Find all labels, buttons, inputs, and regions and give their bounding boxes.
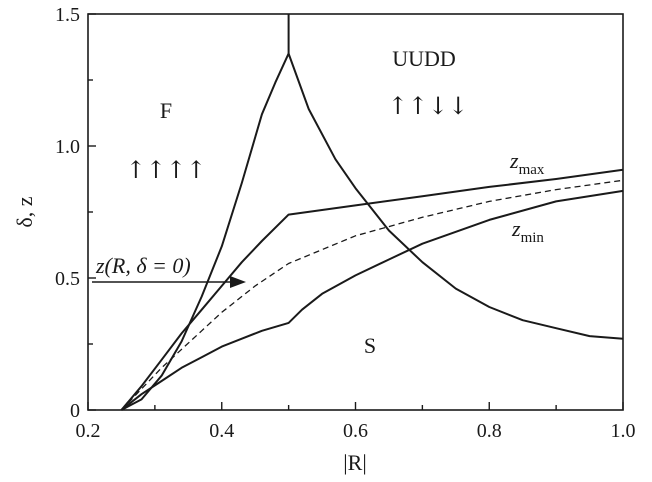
- region-f-label: F: [160, 98, 172, 123]
- zmax-main: z: [509, 148, 519, 173]
- x-tick-label: 1.0: [611, 420, 636, 442]
- curve-z-max: [120, 168, 624, 411]
- zmin-sub: min: [521, 230, 545, 246]
- zmin-main: z: [511, 216, 521, 241]
- y-axis-label: δ, z: [12, 196, 37, 227]
- zmax-label: zmax: [509, 148, 545, 178]
- zmax-sub: max: [519, 162, 545, 178]
- region-uudd-spin-arrows: ↑↑↓↓: [388, 92, 468, 120]
- x-tick-label: 0.8: [477, 420, 502, 442]
- zmin-label: zmin: [511, 216, 544, 246]
- annotation-arrow-head: [230, 276, 246, 288]
- curve-z-r-0: [120, 179, 624, 411]
- region-uudd-label: UUDD: [392, 46, 456, 71]
- x-tick-label: 0.2: [76, 420, 101, 442]
- region-s-label: S: [364, 333, 376, 358]
- y-tick-label: 1.0: [55, 136, 80, 158]
- y-tick-label: 0: [70, 400, 80, 422]
- annotation-z-delta-zero: z(R, δ = 0): [95, 253, 191, 278]
- x-tick-label: 0.6: [343, 420, 368, 442]
- y-tick-label: 0.5: [55, 268, 80, 290]
- x-axis-label: |R|: [343, 450, 366, 475]
- x-tick-label: 0.4: [209, 420, 234, 442]
- curve-z-min: [120, 189, 624, 411]
- y-tick-label: 1.5: [55, 4, 80, 26]
- curve-boundary-s-falling: [287, 53, 624, 340]
- region-f-spin-arrows: ↑↑↑↑: [126, 156, 206, 184]
